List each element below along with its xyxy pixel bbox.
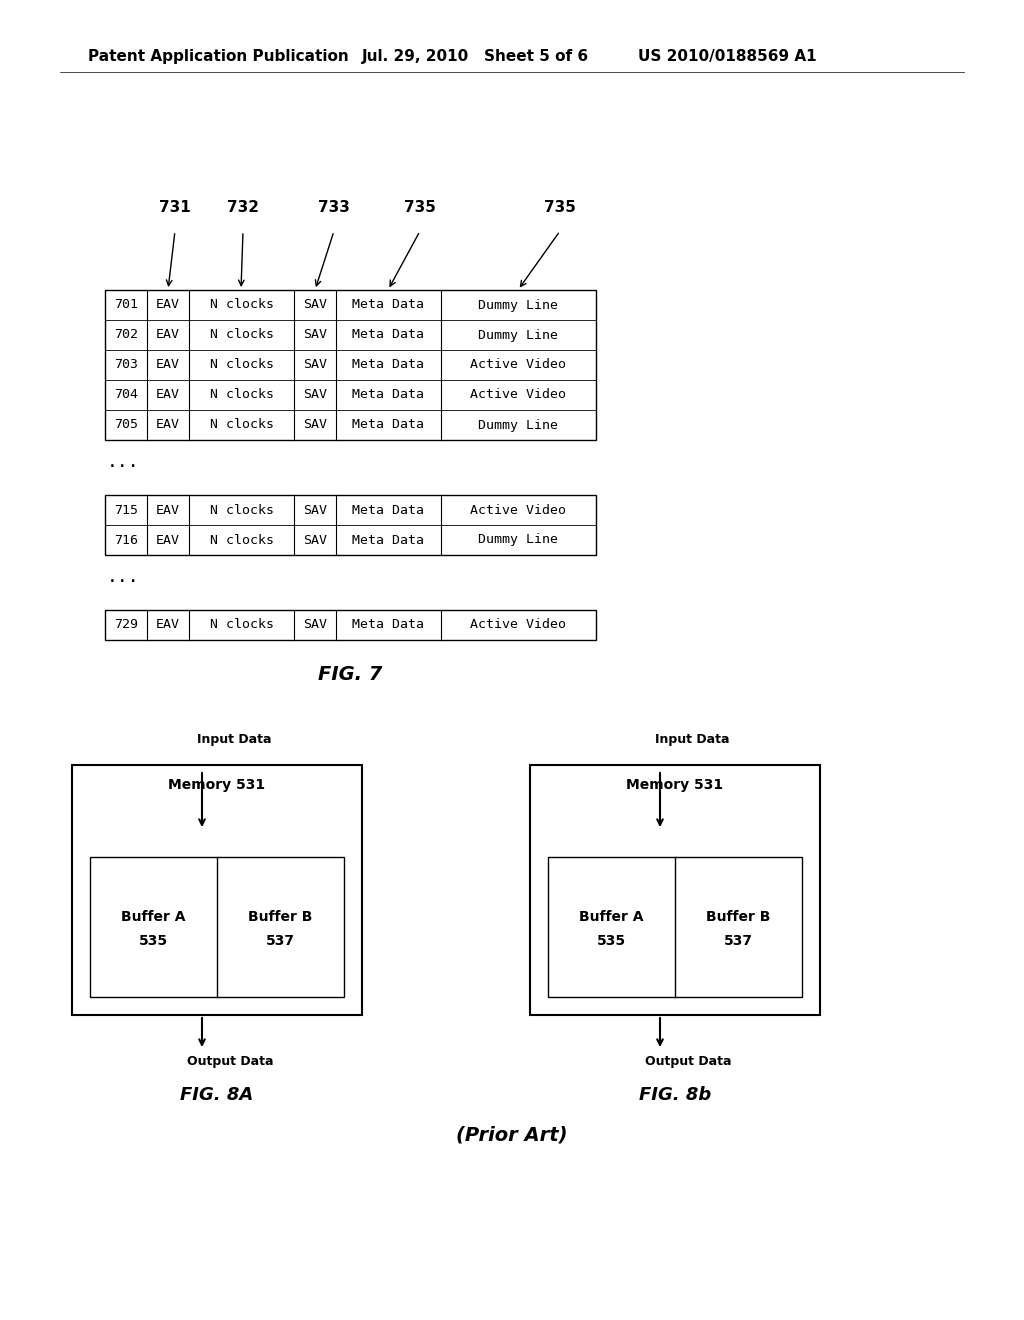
Text: SAV: SAV [303,388,327,401]
Text: Meta Data: Meta Data [352,359,425,371]
Text: SAV: SAV [303,533,327,546]
Text: 705: 705 [114,418,138,432]
Text: N clocks: N clocks [210,503,273,516]
Text: 716: 716 [114,533,138,546]
Text: EAV: EAV [156,359,180,371]
Text: 701: 701 [114,298,138,312]
Text: Memory 531: Memory 531 [168,777,265,792]
Text: 535: 535 [139,935,168,948]
Text: N clocks: N clocks [210,298,273,312]
Text: Meta Data: Meta Data [352,388,425,401]
Text: EAV: EAV [156,533,180,546]
Bar [548,857,802,997]
Text: Active Video: Active Video [470,503,566,516]
Bar [90,857,344,997]
Text: ...: ... [106,453,139,471]
Text: Memory 531: Memory 531 [627,777,724,792]
Text: SAV: SAV [303,619,327,631]
Text: Dummy Line: Dummy Line [478,329,558,342]
Text: N clocks: N clocks [210,388,273,401]
Text: Jul. 29, 2010   Sheet 5 of 6: Jul. 29, 2010 Sheet 5 of 6 [362,49,589,65]
Text: 733: 733 [318,201,350,215]
Text: FIG. 7: FIG. 7 [317,665,382,685]
Text: Active Video: Active Video [470,388,566,401]
Text: EAV: EAV [156,418,180,432]
Text: FIG. 8A: FIG. 8A [180,1086,254,1104]
Text: 703: 703 [114,359,138,371]
Text: Output Data: Output Data [187,1056,273,1068]
Bar [105,495,596,554]
Text: EAV: EAV [156,503,180,516]
Text: 702: 702 [114,329,138,342]
Text: 732: 732 [227,201,259,215]
Text: Patent Application Publication: Patent Application Publication [88,49,349,65]
Text: Active Video: Active Video [470,359,566,371]
Text: EAV: EAV [156,388,180,401]
Text: SAV: SAV [303,503,327,516]
Bar [105,290,596,440]
Text: EAV: EAV [156,619,180,631]
Text: N clocks: N clocks [210,418,273,432]
Text: 537: 537 [266,935,295,948]
Text: N clocks: N clocks [210,619,273,631]
Text: 715: 715 [114,503,138,516]
Text: Active Video: Active Video [470,619,566,631]
Text: EAV: EAV [156,329,180,342]
Text: ...: ... [106,568,139,586]
Text: SAV: SAV [303,329,327,342]
Text: EAV: EAV [156,298,180,312]
Text: Buffer B: Buffer B [707,909,771,924]
Text: 535: 535 [597,935,626,948]
Text: Meta Data: Meta Data [352,503,425,516]
Text: Buffer A: Buffer A [580,909,644,924]
Text: 729: 729 [114,619,138,631]
Text: Input Data: Input Data [197,734,271,747]
Text: Buffer B: Buffer B [248,909,312,924]
Text: SAV: SAV [303,418,327,432]
Text: SAV: SAV [303,298,327,312]
Text: N clocks: N clocks [210,329,273,342]
Bar [530,766,820,1015]
Text: US 2010/0188569 A1: US 2010/0188569 A1 [638,49,816,65]
Text: Dummy Line: Dummy Line [478,533,558,546]
Text: 735: 735 [404,201,436,215]
Text: Meta Data: Meta Data [352,619,425,631]
Text: N clocks: N clocks [210,533,273,546]
Text: Meta Data: Meta Data [352,533,425,546]
Text: 731: 731 [159,201,190,215]
Text: 735: 735 [544,201,575,215]
Text: Meta Data: Meta Data [352,418,425,432]
Bar [72,766,362,1015]
Text: Dummy Line: Dummy Line [478,298,558,312]
Text: Output Data: Output Data [645,1056,731,1068]
Text: (Prior Art): (Prior Art) [457,1126,567,1144]
Text: Buffer A: Buffer A [121,909,185,924]
Text: 704: 704 [114,388,138,401]
Text: Meta Data: Meta Data [352,298,425,312]
Text: N clocks: N clocks [210,359,273,371]
Text: FIG. 8b: FIG. 8b [639,1086,711,1104]
Text: Dummy Line: Dummy Line [478,418,558,432]
Text: Input Data: Input Data [655,734,729,747]
Bar [105,610,596,640]
Text: SAV: SAV [303,359,327,371]
Text: Meta Data: Meta Data [352,329,425,342]
Text: 537: 537 [724,935,753,948]
